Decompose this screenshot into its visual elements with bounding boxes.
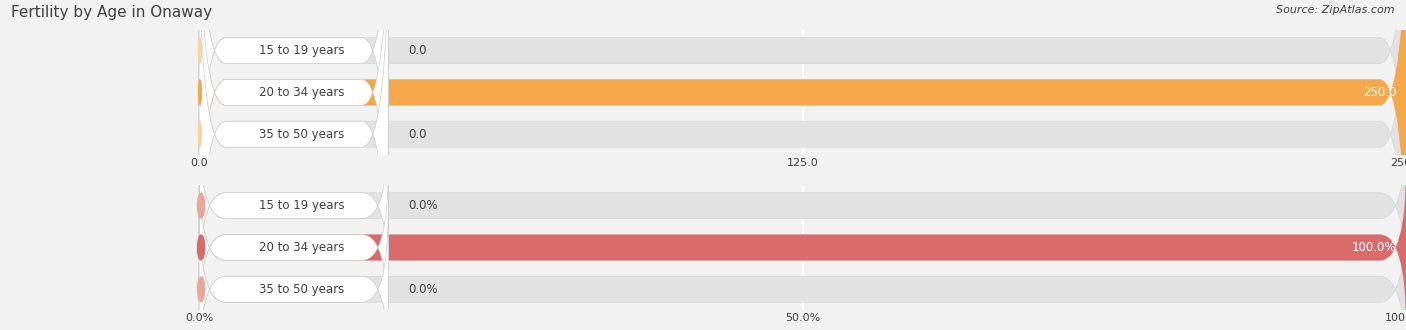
FancyBboxPatch shape: [200, 0, 1406, 309]
FancyBboxPatch shape: [200, 169, 1406, 326]
Text: 100.0%: 100.0%: [1351, 241, 1396, 254]
FancyBboxPatch shape: [200, 169, 388, 326]
Text: 35 to 50 years: 35 to 50 years: [259, 283, 344, 296]
FancyBboxPatch shape: [200, 0, 1406, 309]
FancyBboxPatch shape: [200, 0, 388, 268]
Circle shape: [197, 193, 205, 218]
FancyBboxPatch shape: [200, 210, 388, 330]
FancyBboxPatch shape: [200, 127, 1406, 285]
FancyBboxPatch shape: [200, 0, 388, 330]
Text: 0.0: 0.0: [408, 44, 427, 57]
FancyBboxPatch shape: [200, 0, 388, 309]
Circle shape: [197, 235, 205, 260]
Text: Source: ZipAtlas.com: Source: ZipAtlas.com: [1277, 5, 1395, 15]
Circle shape: [197, 277, 205, 302]
Circle shape: [198, 38, 201, 63]
FancyBboxPatch shape: [200, 127, 388, 285]
Text: 250.0: 250.0: [1362, 86, 1396, 99]
Text: 20 to 34 years: 20 to 34 years: [259, 241, 344, 254]
Text: 15 to 19 years: 15 to 19 years: [259, 44, 344, 57]
Circle shape: [198, 122, 201, 147]
Text: 0.0: 0.0: [408, 128, 427, 141]
FancyBboxPatch shape: [200, 0, 1406, 330]
FancyBboxPatch shape: [200, 0, 1406, 268]
Text: 0.0%: 0.0%: [408, 199, 437, 212]
Text: 35 to 50 years: 35 to 50 years: [259, 128, 344, 141]
Text: 20 to 34 years: 20 to 34 years: [259, 86, 344, 99]
Text: Fertility by Age in Onaway: Fertility by Age in Onaway: [11, 5, 212, 20]
Text: 15 to 19 years: 15 to 19 years: [259, 199, 344, 212]
Text: 0.0%: 0.0%: [408, 283, 437, 296]
FancyBboxPatch shape: [200, 210, 1406, 330]
FancyBboxPatch shape: [200, 169, 1406, 326]
Circle shape: [198, 80, 201, 105]
